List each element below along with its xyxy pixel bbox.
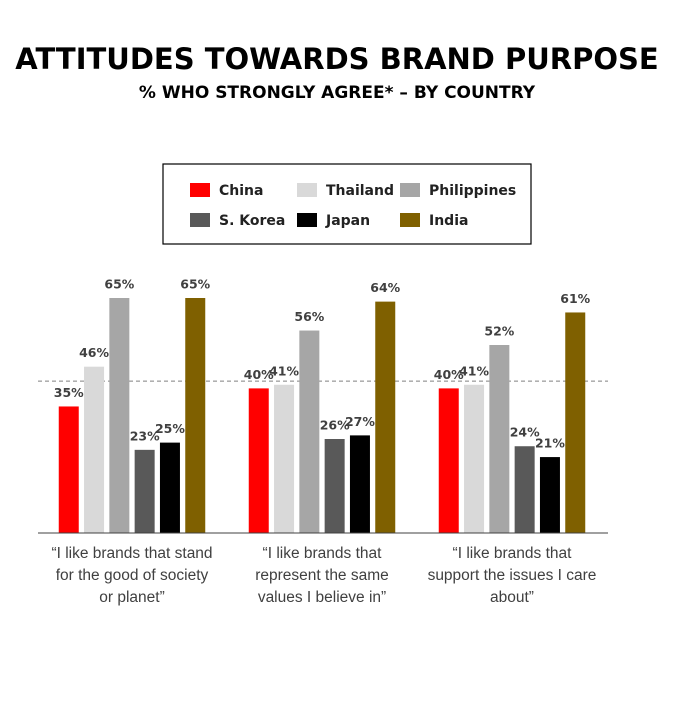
bar bbox=[489, 345, 510, 533]
x-tick-label: “I like brands that represent the same v… bbox=[255, 545, 389, 606]
bar bbox=[438, 388, 459, 533]
value-label: 52% bbox=[484, 324, 514, 339]
value-label: 23% bbox=[130, 428, 160, 443]
legend-label: Thailand bbox=[326, 183, 394, 199]
bar bbox=[375, 301, 396, 533]
bar bbox=[514, 446, 535, 533]
bar bbox=[58, 406, 79, 533]
value-label: 40% bbox=[244, 367, 274, 382]
chart-title: ATTITUDES TOWARDS BRAND PURPOSE bbox=[15, 42, 658, 76]
legend-label: China bbox=[219, 183, 263, 199]
x-tick-label: “I like brands that support the issues I… bbox=[427, 545, 597, 606]
bar bbox=[185, 298, 206, 533]
bar bbox=[134, 449, 155, 533]
legend-label: Philippines bbox=[429, 183, 516, 199]
bar bbox=[84, 366, 105, 533]
bar bbox=[464, 384, 485, 533]
value-label: 40% bbox=[434, 367, 464, 382]
legend-box bbox=[162, 163, 532, 245]
legend-swatch bbox=[297, 183, 317, 197]
bar bbox=[349, 435, 370, 533]
value-label: 41% bbox=[269, 363, 299, 378]
value-label: 27% bbox=[345, 414, 375, 429]
bar bbox=[539, 457, 560, 533]
value-label: 64% bbox=[370, 280, 400, 295]
legend-swatch bbox=[297, 213, 317, 227]
value-label: 65% bbox=[180, 277, 210, 292]
value-label: 25% bbox=[155, 421, 185, 436]
value-label: 21% bbox=[535, 436, 565, 451]
value-label: 61% bbox=[560, 291, 590, 306]
value-label: 46% bbox=[79, 345, 109, 360]
value-label: 26% bbox=[320, 418, 350, 433]
legend-label: India bbox=[429, 213, 468, 229]
legend-swatch bbox=[400, 213, 420, 227]
chart-subtitle: % WHO STRONGLY AGREE* – BY COUNTRY bbox=[139, 83, 536, 103]
legend-swatch bbox=[190, 183, 210, 197]
bar bbox=[159, 442, 180, 533]
legend-swatch bbox=[190, 213, 210, 227]
bar bbox=[565, 312, 586, 533]
legend-label: S. Korea bbox=[219, 213, 285, 229]
value-label: 35% bbox=[54, 385, 84, 400]
value-label: 65% bbox=[104, 277, 134, 292]
value-label: 56% bbox=[294, 309, 324, 324]
value-label: 41% bbox=[459, 363, 489, 378]
value-label: 24% bbox=[510, 425, 540, 440]
bar bbox=[324, 439, 345, 533]
bar bbox=[274, 384, 295, 533]
x-tick-label: “I like brands that stand for the good o… bbox=[51, 545, 213, 606]
bar bbox=[109, 298, 130, 533]
bar bbox=[248, 388, 269, 533]
bar bbox=[299, 330, 320, 533]
legend-label: Japan bbox=[325, 213, 370, 229]
legend-swatch bbox=[400, 183, 420, 197]
